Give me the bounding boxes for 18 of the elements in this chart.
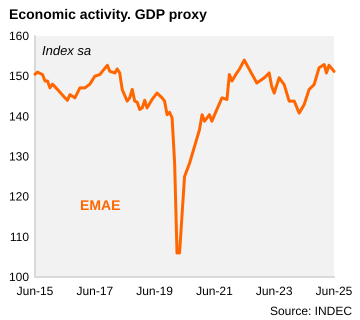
- text: EMAE: [80, 197, 120, 213]
- line-series: [34, 58, 336, 254]
- y-tick-label: 100: [8, 270, 30, 284]
- y-tick-label: 140: [8, 109, 30, 124]
- x-tick-label: Jun-17: [76, 284, 114, 298]
- y-tick-label: 130: [8, 150, 30, 164]
- y-tick-label: 150: [8, 69, 30, 84]
- x-tick-label: Jun-23: [256, 284, 293, 298]
- y-tick-label: 160: [8, 29, 30, 43]
- x-tick-label: Jun-21: [196, 284, 234, 298]
- source-note: Source: INDEC: [270, 304, 352, 318]
- chart-title: Economic activity. GDP proxy: [9, 6, 208, 22]
- x-tick-label: Jun-19: [136, 284, 174, 298]
- x-tick-label: Jun-25: [316, 284, 353, 298]
- y-tick-label: 120: [8, 190, 30, 204]
- x-tick-label: Jun-15: [16, 284, 54, 298]
- y-tick-label: 110: [10, 230, 30, 244]
- annotation: Index sa: [42, 43, 92, 58]
